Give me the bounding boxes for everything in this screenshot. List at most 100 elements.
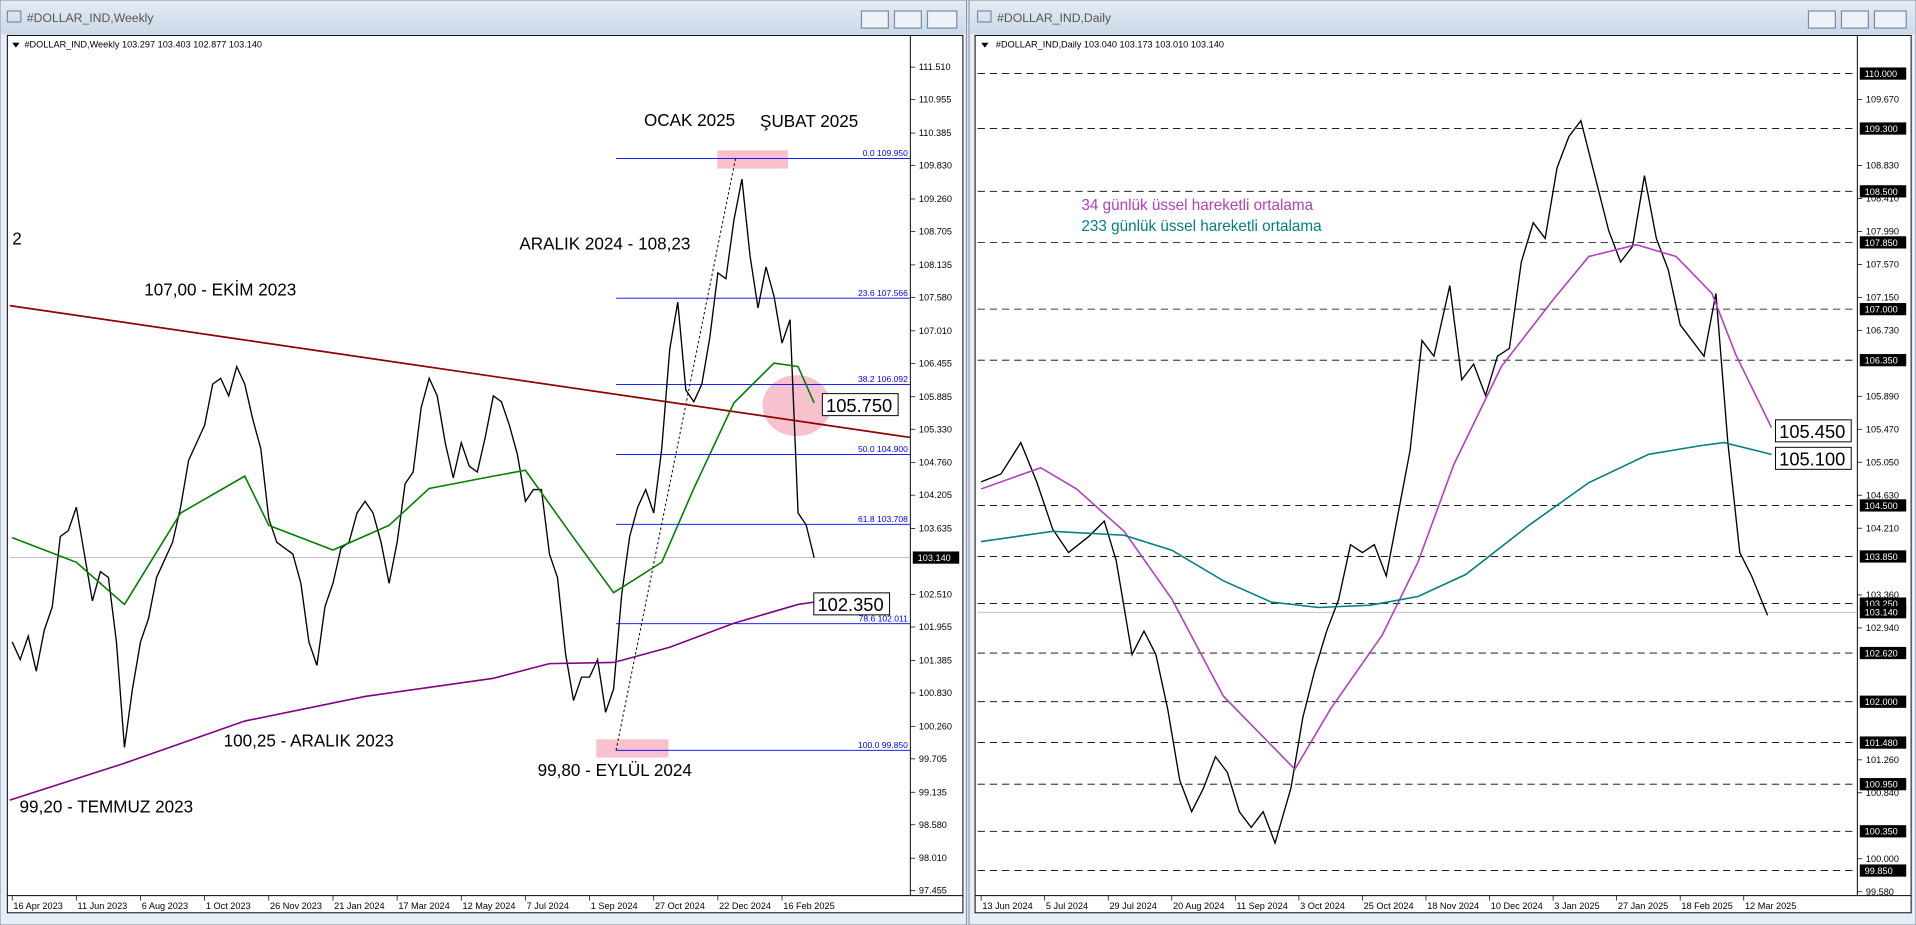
- level-label-box: [1859, 354, 1907, 367]
- current-price-box: [912, 551, 960, 564]
- level-label-box: [1859, 736, 1907, 749]
- level-label-box: [1859, 550, 1907, 563]
- y-tick-label: 100.260: [919, 721, 952, 731]
- window-title: #DOLLAR_IND,Weekly: [27, 11, 154, 25]
- x-tick-label: 20 Aug 2024: [1173, 901, 1224, 911]
- y-tick-label: 102.940: [1866, 623, 1899, 633]
- legend-label: 34 günlük üssel hareketli ortalama: [1081, 197, 1313, 214]
- y-tick-label: 98.010: [919, 853, 947, 863]
- chart-area[interactable]: [974, 34, 1912, 914]
- trendline: [9, 304, 911, 439]
- annotation: 99,80 - EYLÜL 2024: [538, 761, 692, 780]
- x-tick-label: 3 Jan 2025: [1554, 901, 1599, 911]
- chart-area[interactable]: [6, 34, 964, 914]
- level-label-box: [1859, 825, 1907, 838]
- y-tick-label: 101.955: [919, 622, 952, 632]
- y-tick-label: 108.830: [1866, 160, 1899, 170]
- y-tick-label: 97.455: [919, 886, 947, 896]
- y-tick-label: 103.360: [1866, 590, 1899, 600]
- y-tick-label: 107.990: [1866, 226, 1899, 236]
- maximize-button[interactable]: [1840, 10, 1869, 29]
- moving-average: [980, 243, 1773, 771]
- level-label-box: [1859, 67, 1907, 80]
- y-tick-label: 107.010: [919, 326, 952, 336]
- y-tick-label: 99.135: [919, 787, 947, 797]
- x-tick-label: 1 Oct 2023: [206, 901, 251, 911]
- level-label: 107.850: [1865, 238, 1898, 248]
- x-tick-label: 6 Aug 2023: [142, 901, 188, 911]
- level-label: 109.300: [1865, 124, 1898, 134]
- fib-label: 38.2 106.092: [858, 374, 908, 384]
- level-label-box: [1859, 499, 1907, 512]
- fib-label: 50.0 104.900: [858, 444, 908, 454]
- level-label: 102.000: [1865, 697, 1898, 707]
- annotation: OCAK 2025: [644, 111, 735, 130]
- window-icon: [6, 10, 22, 23]
- callout-label: 105.750: [826, 395, 892, 416]
- maximize-button[interactable]: [893, 10, 922, 29]
- close-button[interactable]: [1873, 10, 1907, 29]
- x-tick-label: 27 Jan 2025: [1618, 901, 1668, 911]
- y-tick-label: 108.410: [1866, 193, 1899, 203]
- x-tick-label: 12 May 2024: [462, 901, 515, 911]
- y-tick-label: 105.330: [919, 424, 952, 434]
- annotation: 107,00 - EKİM 2023: [144, 281, 296, 300]
- y-tick-label: 104.760: [919, 458, 952, 468]
- x-tick-label: 26 Nov 2023: [270, 901, 322, 911]
- x-tick-label: 13 Jun 2024: [982, 901, 1032, 911]
- y-tick-label: 110.385: [919, 128, 951, 138]
- y-tick-label: 107.150: [1866, 292, 1899, 302]
- highlight-bottom: [596, 739, 669, 758]
- level-label: 104.500: [1865, 501, 1898, 511]
- y-tick-label: 108.705: [919, 227, 952, 237]
- fib-label: 100.0 99.850: [858, 740, 908, 750]
- level-label-box: [1859, 864, 1907, 877]
- y-tick-label: 99.705: [919, 754, 947, 764]
- close-button[interactable]: [926, 10, 958, 29]
- x-tick-label: 11 Sep 2024: [1237, 901, 1288, 911]
- y-tick-label: 107.580: [919, 292, 952, 302]
- level-label-box: [1859, 695, 1907, 708]
- y-tick-label: 100.840: [1866, 788, 1899, 798]
- highlight-top: [717, 150, 789, 169]
- y-tick-label: 104.210: [1866, 523, 1899, 533]
- y-tick-label: 101.385: [919, 655, 952, 665]
- x-tick-label: 25 Oct 2024: [1364, 901, 1414, 911]
- chart-header: #DOLLAR_IND,Daily 103.040 103.173 103.01…: [996, 40, 1224, 50]
- minimize-button[interactable]: [860, 10, 889, 29]
- header-arrow: [12, 42, 20, 48]
- window-title: #DOLLAR_IND,Daily: [997, 11, 1112, 25]
- x-tick-label: 1 Sep 2024: [591, 901, 638, 911]
- y-tick-label: 106.730: [1866, 325, 1899, 335]
- y-tick-label: 108.135: [919, 260, 952, 270]
- y-tick-label: 105.050: [1866, 457, 1899, 467]
- annotation: ARALIK 2024 - 108,23: [519, 234, 690, 253]
- minimize-button[interactable]: [1807, 10, 1836, 29]
- y-tick-label: 109.670: [1866, 95, 1899, 105]
- annotation: 2: [12, 229, 22, 248]
- price-line: [980, 119, 1769, 846]
- level-label: 108.500: [1865, 187, 1898, 197]
- x-tick-label: 18 Nov 2024: [1427, 901, 1479, 911]
- y-tick-label: 103.635: [919, 524, 952, 534]
- callout-box: [821, 393, 899, 417]
- x-tick-label: 11 Jun 2023: [78, 901, 128, 911]
- level-label: 99.850: [1865, 866, 1893, 876]
- x-tick-label: 17 Mar 2024: [398, 901, 449, 911]
- title-bar: [1, 1, 966, 35]
- y-tick-label: 107.570: [1866, 259, 1899, 269]
- window-weekly: #DOLLAR_IND,Weekly #DOLLAR_IND,Weekly 10…: [0, 0, 968, 925]
- callout-box: [1774, 419, 1852, 443]
- x-tick-label: 21 Jan 2024: [334, 901, 384, 911]
- y-tick-label: 109.260: [919, 194, 952, 204]
- annotation: ŞUBAT 2025: [760, 112, 858, 131]
- moving-average: [981, 441, 1772, 609]
- level-label-box: [1859, 122, 1907, 135]
- callout-label: 102.350: [817, 594, 883, 615]
- window-daily: #DOLLAR_IND,Daily #DOLLAR_IND,Daily 103.…: [968, 0, 1916, 925]
- y-tick-label: 110.955: [919, 95, 951, 105]
- y-tick-label: 99.580: [1866, 887, 1894, 897]
- callout-label: 105.450: [1779, 421, 1845, 442]
- fib-label: 23.6 107.566: [858, 288, 908, 298]
